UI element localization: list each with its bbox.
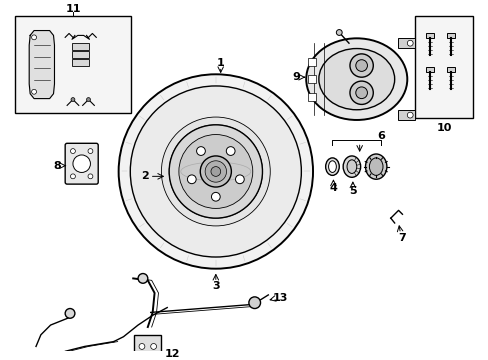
Circle shape [88, 174, 93, 179]
Text: 3: 3 [212, 281, 219, 291]
Circle shape [187, 175, 196, 184]
Circle shape [32, 89, 37, 94]
Bar [425, 33, 433, 38]
Bar [446, 33, 454, 38]
Bar [307, 58, 315, 66]
Circle shape [130, 86, 301, 257]
Ellipse shape [346, 160, 356, 174]
Bar [72, 43, 89, 50]
Text: 11: 11 [65, 4, 81, 14]
Circle shape [226, 147, 235, 156]
Circle shape [204, 161, 226, 182]
Ellipse shape [325, 158, 339, 175]
Bar [134, 335, 161, 356]
Circle shape [138, 274, 147, 283]
Circle shape [88, 149, 93, 153]
Circle shape [407, 112, 412, 118]
Text: 9: 9 [292, 72, 300, 82]
Ellipse shape [318, 49, 394, 110]
Bar [15, 16, 131, 113]
Circle shape [139, 343, 144, 349]
Text: 4: 4 [329, 183, 337, 193]
Circle shape [336, 30, 342, 35]
Text: 2: 2 [141, 171, 148, 181]
Circle shape [211, 192, 220, 201]
Circle shape [71, 98, 75, 102]
Circle shape [235, 175, 244, 184]
Ellipse shape [365, 154, 386, 179]
Circle shape [355, 60, 366, 71]
Bar [307, 93, 315, 100]
Circle shape [73, 155, 90, 172]
Circle shape [65, 309, 75, 318]
Circle shape [200, 156, 231, 187]
Circle shape [210, 167, 220, 176]
Circle shape [70, 174, 75, 179]
Circle shape [196, 147, 205, 156]
Text: 1: 1 [216, 58, 224, 68]
Ellipse shape [343, 156, 360, 177]
FancyBboxPatch shape [65, 143, 98, 184]
Text: 12: 12 [164, 349, 180, 359]
Circle shape [86, 98, 90, 102]
Bar [446, 67, 454, 72]
Ellipse shape [328, 161, 336, 172]
Circle shape [169, 125, 262, 218]
Bar [72, 51, 89, 58]
Text: 8: 8 [53, 161, 61, 171]
Ellipse shape [368, 158, 382, 175]
Text: 7: 7 [398, 233, 406, 243]
Circle shape [119, 74, 312, 269]
Circle shape [70, 149, 75, 153]
Circle shape [355, 87, 366, 99]
Text: 5: 5 [348, 186, 356, 196]
Circle shape [161, 117, 270, 226]
Bar [425, 67, 433, 72]
Circle shape [407, 40, 412, 46]
Bar [397, 38, 414, 48]
Ellipse shape [305, 38, 407, 120]
Circle shape [32, 35, 37, 40]
Circle shape [150, 343, 156, 349]
Text: 6: 6 [376, 131, 384, 140]
Circle shape [248, 297, 260, 309]
Bar [307, 75, 315, 83]
Bar [72, 59, 89, 66]
Text: 10: 10 [436, 123, 451, 133]
Circle shape [349, 81, 372, 104]
Polygon shape [29, 31, 54, 99]
Bar [397, 110, 414, 120]
Bar [140, 356, 155, 360]
Text: 13: 13 [272, 293, 287, 303]
Circle shape [179, 135, 252, 208]
Circle shape [349, 54, 372, 77]
Circle shape [169, 125, 262, 218]
Bar [414, 16, 472, 118]
